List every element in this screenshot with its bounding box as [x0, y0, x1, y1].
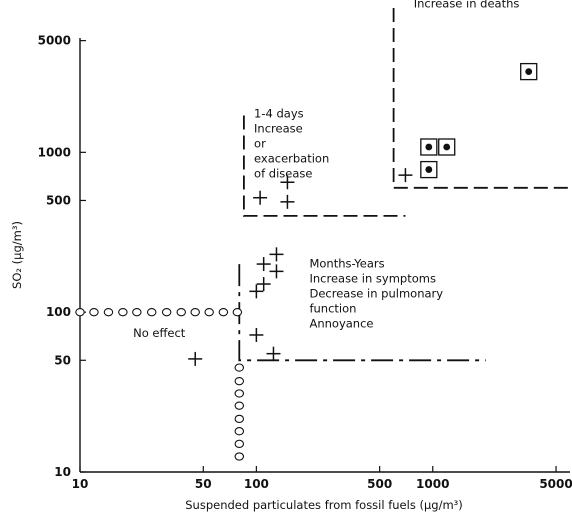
circle-point	[205, 309, 213, 316]
circle-point	[90, 309, 98, 316]
plus-point	[249, 284, 263, 298]
circle-point	[162, 309, 170, 316]
boundary-lines	[239, 8, 570, 360]
plus-point	[280, 195, 294, 209]
y-tick-label: 5000	[38, 34, 71, 48]
boxed-dot-point	[439, 139, 455, 155]
circle-point	[235, 440, 243, 447]
circle-point	[235, 378, 243, 385]
plus-point	[257, 277, 271, 291]
y-tick-label: 500	[46, 193, 71, 207]
data-marks	[76, 64, 537, 461]
x-axis-label: Suspended particulates from fossil fuels…	[185, 498, 463, 512]
circle-point	[233, 309, 241, 316]
annotation-line: Annoyance	[309, 317, 373, 331]
annotation-no-effect: No effect	[133, 326, 186, 340]
plus-point	[257, 257, 271, 271]
annotation-hours: 24 hoursIncrease in deaths	[414, 0, 520, 11]
x-tick-label: 500	[367, 477, 392, 491]
boxed-dot-center	[525, 68, 532, 75]
boundary-acute	[394, 8, 570, 188]
circle-point	[177, 309, 185, 316]
axes: 10 50 100 500 1000 5000 10 50 100 500 1000 5000	[38, 34, 572, 491]
boxed-dot-point	[521, 64, 537, 80]
y-tick-label: 1000	[38, 145, 71, 159]
x-tick-label: 5000	[539, 477, 572, 491]
x-tick-label: 100	[244, 477, 269, 491]
annotation-months-years: Months-Years Increase in symptoms Decrease…	[309, 257, 443, 331]
annotations: No effect Months-Years Increase in symptom…	[133, 0, 519, 340]
y-tick-label: 100	[46, 305, 71, 319]
plus-point	[249, 328, 263, 342]
annotation-line: or	[254, 137, 266, 151]
annotation-line: Decrease in pulmonary	[309, 287, 443, 301]
y-tick-label: 50	[54, 353, 71, 367]
plus-point	[266, 347, 280, 361]
circle-point	[235, 390, 243, 397]
annotation-line: function	[309, 302, 356, 316]
annotation-days: 1-4 days Increase or exacerbation of disease	[254, 107, 329, 181]
boxed-dot-point	[421, 162, 437, 178]
circle-point	[119, 309, 127, 316]
circle-point	[235, 402, 243, 409]
plus-point	[253, 191, 267, 205]
plus-point	[269, 264, 283, 278]
circle-point	[235, 453, 243, 460]
circle-point	[235, 415, 243, 422]
x-tick-label: 1000	[416, 477, 449, 491]
x-tick-label: 10	[72, 477, 89, 491]
annotation-line: Increase in deaths	[414, 0, 520, 11]
annotation-line: of disease	[254, 167, 312, 181]
annotation-line: No effect	[133, 326, 186, 340]
annotation-line: Increase in symptoms	[309, 272, 436, 286]
boxed-dot-center	[443, 144, 450, 151]
circle-point	[235, 364, 243, 371]
plus-point	[188, 352, 202, 366]
circle-point	[104, 309, 112, 316]
circle-point	[191, 309, 199, 316]
circle-point	[148, 309, 156, 316]
annotation-line: exacerbation	[254, 152, 329, 166]
annotation-line: Increase	[254, 122, 303, 136]
circle-point	[76, 309, 84, 316]
plus-point	[398, 168, 412, 182]
boxed-dot-point	[421, 139, 437, 155]
boxed-dot-center	[425, 144, 432, 151]
y-tick-label: 10	[54, 465, 71, 479]
annotation-line: Months-Years	[309, 257, 384, 271]
circle-point	[133, 309, 141, 316]
x-tick-label: 50	[195, 477, 212, 491]
circle-point	[219, 309, 227, 316]
annotation-line: 1-4 days	[254, 107, 304, 121]
circle-point	[235, 428, 243, 435]
y-axis-label: SO₂ (μg/m³)	[10, 221, 24, 289]
boxed-dot-center	[425, 166, 432, 173]
plus-point	[269, 247, 283, 261]
